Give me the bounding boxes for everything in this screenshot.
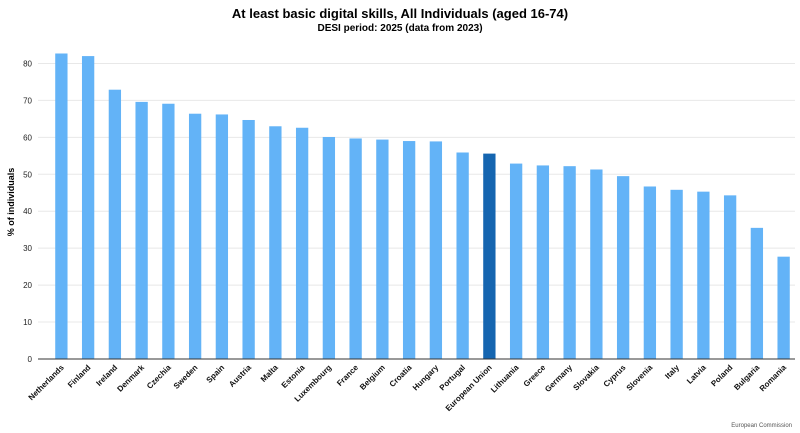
bar-bulgaria xyxy=(750,227,764,359)
chart-subtitle: DESI period: 2025 (data from 2023) xyxy=(317,23,483,34)
y-tick-label: 70 xyxy=(23,96,32,105)
bar-croatia xyxy=(402,141,416,359)
bar-spain xyxy=(215,114,229,360)
bar-portugal xyxy=(456,152,469,359)
bar-germany xyxy=(563,166,576,359)
bar-italy xyxy=(670,189,683,359)
bar-estonia xyxy=(295,127,309,360)
x-tick-label: Spain xyxy=(205,363,227,385)
bar-lithuania xyxy=(509,163,523,359)
x-tick-label: Austria xyxy=(227,363,253,389)
bar-finland xyxy=(81,56,95,360)
y-tick-label: 10 xyxy=(23,318,32,327)
y-tick-label: 0 xyxy=(28,355,33,364)
x-tick-label: Hungary xyxy=(411,363,441,393)
bar-luxembourg xyxy=(322,136,336,359)
y-axis-title: % of individuals xyxy=(6,168,16,237)
bars xyxy=(55,53,790,360)
x-tick-label: Belgium xyxy=(358,363,387,392)
x-tick-label: Poland xyxy=(709,363,734,388)
x-tick-label: Romania xyxy=(758,363,789,394)
x-tick-label: Netherlands xyxy=(27,363,66,402)
bar-latvia xyxy=(697,191,710,359)
x-tick-label: Italy xyxy=(663,363,681,381)
x-tick-label: Malta xyxy=(259,363,280,384)
x-tick-label: Cyprus xyxy=(602,363,628,389)
x-tick-label: Lithuania xyxy=(489,363,521,395)
bar-slovenia xyxy=(643,186,657,359)
x-tick-label: Slovenia xyxy=(625,363,655,393)
bar-france xyxy=(349,138,362,359)
x-tick-label: European Union xyxy=(444,363,494,413)
x-tick-label: Denmark xyxy=(115,363,146,394)
bar-denmark xyxy=(135,101,148,360)
bar-austria xyxy=(242,119,255,359)
bar-romania xyxy=(777,256,790,359)
bar-belgium xyxy=(376,139,389,359)
bar-hungary xyxy=(429,141,443,359)
x-tick-label: Czechia xyxy=(145,363,173,391)
x-tick-label: France xyxy=(335,363,360,388)
x-tick-label: Finland xyxy=(66,363,93,390)
bar-ireland xyxy=(108,89,122,359)
y-tick-label: 80 xyxy=(23,59,32,68)
chart-title: At least basic digital skills, All Indiv… xyxy=(231,6,569,21)
bar-malta xyxy=(269,126,282,359)
y-tick-label: 60 xyxy=(23,133,32,142)
source-credit: European Commission xyxy=(731,423,792,429)
x-tick-label: Germany xyxy=(543,363,574,394)
y-tick-label: 40 xyxy=(23,207,32,216)
y-tick-label: 30 xyxy=(23,244,32,253)
bar-czechia xyxy=(162,103,175,359)
bar-slovakia xyxy=(590,169,603,359)
x-tick-label: Ireland xyxy=(94,363,119,388)
x-tick-label: Slovakia xyxy=(571,363,601,393)
y-tick-label: 20 xyxy=(23,281,32,290)
bar-european-union xyxy=(483,153,496,359)
bar-sweden xyxy=(188,113,202,359)
x-tick-label: Greece xyxy=(522,363,548,389)
bar-greece xyxy=(536,165,550,359)
x-tick-label: Sweden xyxy=(172,363,200,391)
x-tick-label: Croatia xyxy=(388,363,414,389)
bar-cyprus xyxy=(616,176,630,359)
bar-poland xyxy=(723,195,737,359)
y-tick-label: 50 xyxy=(23,170,32,179)
y-axis-ticks: 0 10 20 30 40 50 60 70 80 xyxy=(23,59,32,364)
bar-netherlands xyxy=(55,53,68,360)
x-tick-label: Latvia xyxy=(685,363,708,386)
